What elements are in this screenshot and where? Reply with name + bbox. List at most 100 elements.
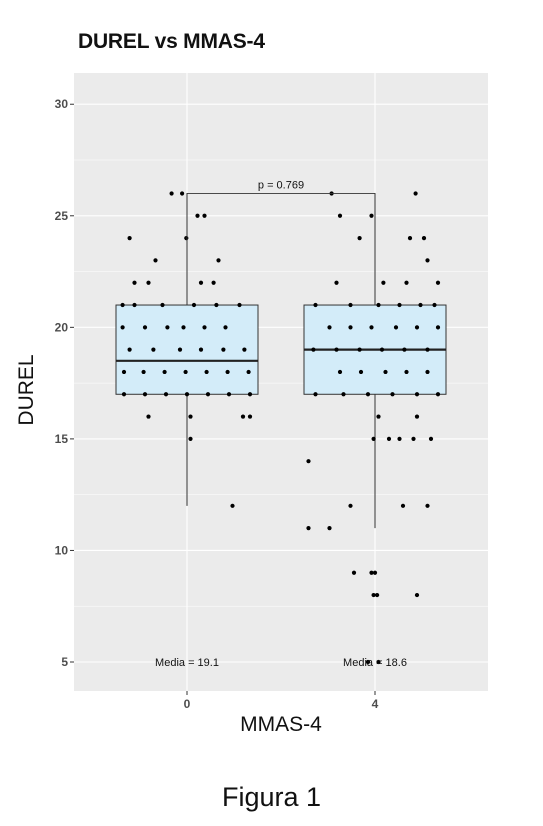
data-point xyxy=(313,392,318,397)
data-point xyxy=(246,369,251,375)
data-point xyxy=(411,436,416,441)
data-point xyxy=(202,325,207,330)
data-point xyxy=(414,592,420,598)
data-point xyxy=(226,392,232,397)
y-tick-label: 25 xyxy=(55,209,69,223)
y-tick-label: 30 xyxy=(55,97,69,111)
data-point xyxy=(132,302,137,308)
data-point xyxy=(327,325,332,330)
data-point xyxy=(195,213,200,218)
data-point xyxy=(202,213,207,218)
data-point xyxy=(153,258,158,263)
data-point xyxy=(425,258,430,263)
data-point xyxy=(180,191,185,196)
data-point xyxy=(247,414,253,419)
p-value-label: p = 0.769 xyxy=(258,179,304,191)
data-point xyxy=(177,347,183,352)
x-tick-label: 4 xyxy=(372,697,379,711)
data-point xyxy=(311,347,316,352)
data-point xyxy=(371,592,376,598)
data-point xyxy=(183,369,188,375)
data-point xyxy=(198,347,204,352)
data-point xyxy=(357,235,362,241)
data-point xyxy=(414,392,420,397)
data-point xyxy=(348,325,353,330)
data-point xyxy=(418,302,423,308)
data-point xyxy=(381,280,386,285)
data-point xyxy=(372,570,378,575)
data-point xyxy=(216,258,221,263)
data-point xyxy=(357,347,362,352)
data-points xyxy=(120,191,441,665)
data-point xyxy=(188,436,193,441)
data-point xyxy=(397,302,402,308)
data-point xyxy=(435,392,441,397)
data-point xyxy=(425,369,430,375)
data-point xyxy=(376,302,381,308)
data-point xyxy=(165,325,170,330)
data-point xyxy=(383,369,388,375)
data-point xyxy=(428,436,434,441)
data-point xyxy=(162,369,167,375)
data-point xyxy=(348,302,353,308)
data-point xyxy=(393,325,399,330)
data-point xyxy=(414,325,420,330)
data-point xyxy=(205,392,211,397)
data-point xyxy=(191,302,197,308)
data-point xyxy=(365,659,371,665)
data-point xyxy=(404,280,409,285)
data-point xyxy=(237,302,242,308)
data-point xyxy=(160,302,165,308)
data-point xyxy=(390,392,395,397)
data-point xyxy=(432,302,437,308)
data-point xyxy=(369,570,374,575)
data-point xyxy=(358,369,364,375)
data-point xyxy=(169,191,174,196)
data-point xyxy=(397,436,402,441)
data-point xyxy=(404,369,409,375)
data-point xyxy=(146,414,151,419)
data-point xyxy=(223,325,228,330)
y-tick-label: 20 xyxy=(55,320,69,334)
data-point xyxy=(127,235,132,241)
y-tick-label: 5 xyxy=(61,655,68,669)
data-point xyxy=(421,235,427,241)
data-point xyxy=(184,392,190,397)
data-point xyxy=(376,414,381,419)
data-point xyxy=(204,369,209,375)
gridlines xyxy=(74,73,488,691)
mean-label-4: Media = 18.6 xyxy=(343,657,407,669)
data-point xyxy=(181,325,186,330)
data-point xyxy=(142,392,148,397)
data-point xyxy=(151,347,156,352)
data-point xyxy=(225,369,230,375)
data-point xyxy=(242,347,247,352)
chart-title: DUREL vs MMAS-4 xyxy=(78,30,265,53)
data-point xyxy=(120,325,125,330)
data-point xyxy=(351,570,357,575)
data-point xyxy=(407,235,413,241)
data-point xyxy=(414,414,420,419)
y-axis-title: DUREL xyxy=(15,354,38,425)
data-point xyxy=(198,280,204,285)
data-point xyxy=(376,659,381,665)
data-point xyxy=(240,414,246,419)
data-point xyxy=(348,503,353,508)
data-point xyxy=(327,526,332,531)
data-point xyxy=(214,302,219,308)
data-point xyxy=(211,280,216,285)
significance-bracket: p = 0.769 xyxy=(186,179,376,306)
box-0 xyxy=(115,304,259,395)
data-point xyxy=(120,302,125,308)
y-tick-label: 10 xyxy=(55,543,69,557)
data-point xyxy=(365,392,371,397)
data-point xyxy=(121,392,127,397)
data-point xyxy=(435,280,441,285)
x-axis-title: MMAS-4 xyxy=(240,713,322,736)
data-point xyxy=(425,347,430,352)
data-point xyxy=(400,503,406,508)
data-point xyxy=(230,503,235,508)
data-point xyxy=(337,369,343,375)
